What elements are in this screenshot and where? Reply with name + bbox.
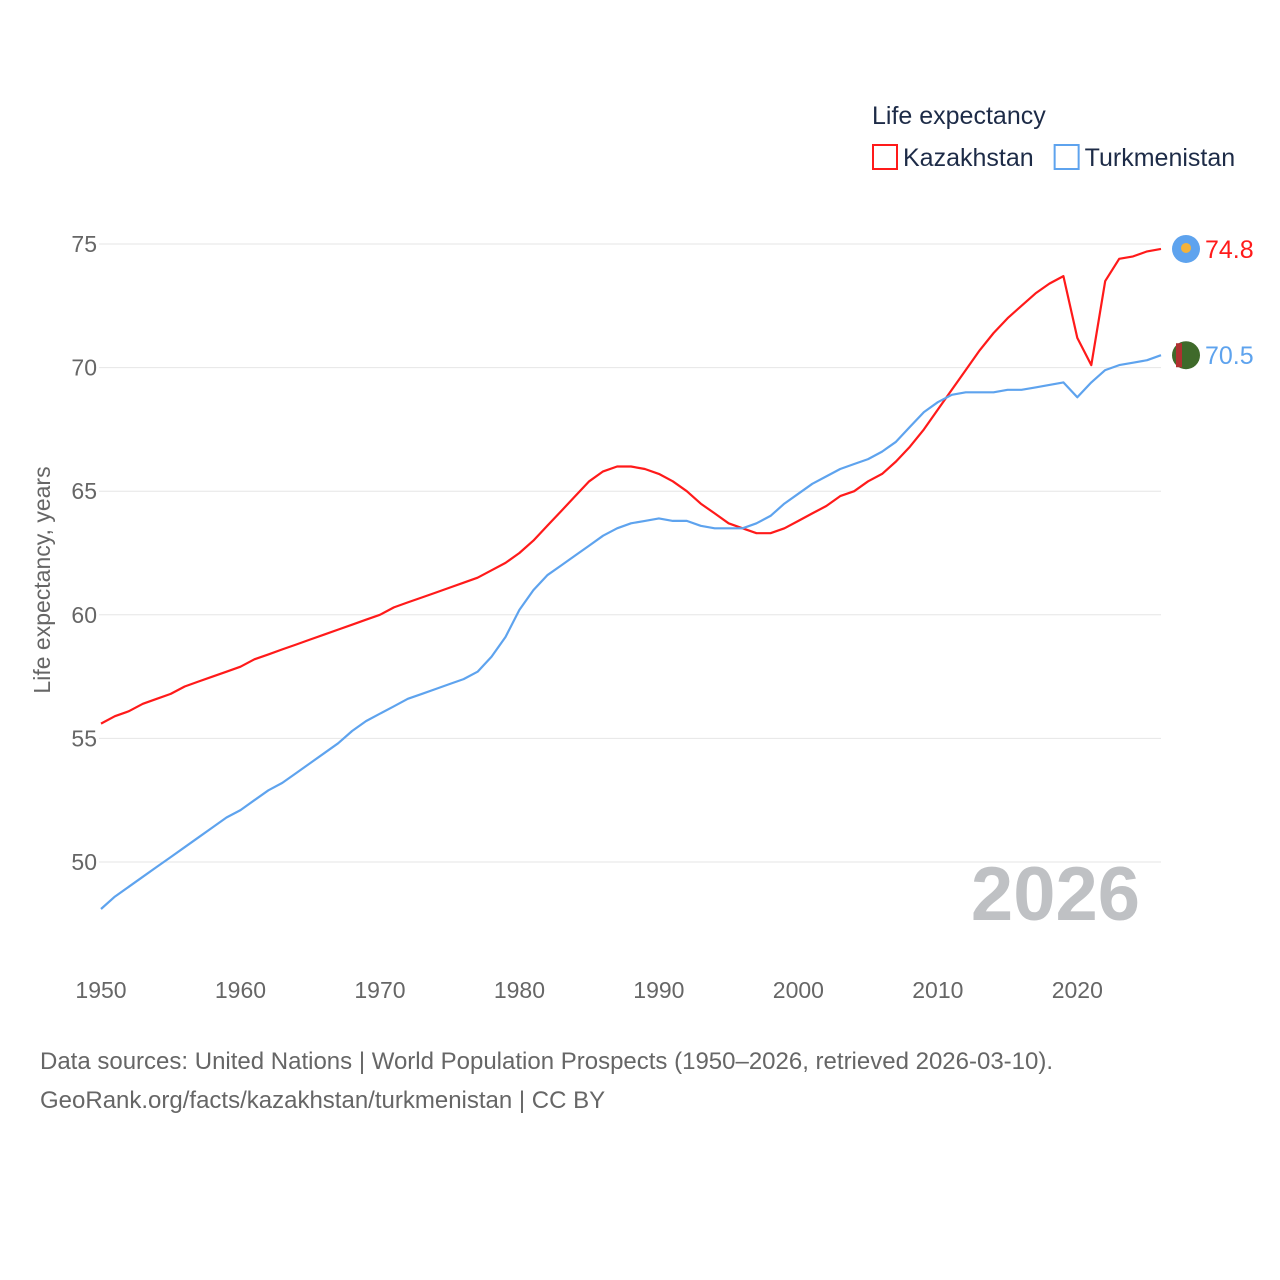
legend-label: Turkmenistan bbox=[1085, 144, 1236, 172]
x-tick-label: 1950 bbox=[75, 977, 126, 1003]
footer-sources: Data sources: United Nations | World Pop… bbox=[40, 1048, 1053, 1075]
y-tick-label: 65 bbox=[71, 478, 97, 504]
footer-link[interactable]: GeoRank.org/facts/kazakhstan/turkmenista… bbox=[40, 1087, 605, 1114]
y-axis-label: Life expectancy, years bbox=[29, 466, 55, 693]
year-watermark: 2026 bbox=[971, 852, 1140, 937]
legend-swatch bbox=[872, 144, 898, 170]
y-tick-label: 55 bbox=[71, 725, 97, 751]
carpet-stripe-icon bbox=[1176, 343, 1182, 368]
legend-swatch bbox=[1053, 144, 1080, 170]
series-line-turkmenistan bbox=[100, 354, 1162, 910]
x-tick-label: 1970 bbox=[354, 977, 405, 1003]
x-tick-label: 1960 bbox=[215, 977, 266, 1003]
y-tick-label: 75 bbox=[71, 231, 97, 257]
y-tick-label: 70 bbox=[71, 355, 97, 381]
end-value-label: 74.8 bbox=[1205, 236, 1254, 264]
x-tick-label: 2010 bbox=[912, 977, 963, 1003]
x-tick-label: 2020 bbox=[1052, 977, 1103, 1003]
y-tick-label: 60 bbox=[71, 602, 97, 628]
legend-item-turkmenistan[interactable]: Turkmenistan bbox=[1053, 144, 1236, 172]
x-tick-label: 1980 bbox=[494, 977, 545, 1003]
legend-item-kazakhstan[interactable]: Kazakhstan bbox=[872, 144, 1034, 172]
legend-title: Life expectancy bbox=[872, 102, 1046, 130]
x-tick-label: 1990 bbox=[633, 977, 684, 1003]
series-line-kazakhstan bbox=[100, 247, 1162, 725]
end-value-label: 70.5 bbox=[1205, 342, 1254, 370]
y-tick-label: 50 bbox=[71, 849, 97, 875]
legend-label: Kazakhstan bbox=[903, 144, 1034, 172]
x-tick-label: 2000 bbox=[773, 977, 824, 1003]
sun-icon bbox=[1181, 242, 1191, 253]
